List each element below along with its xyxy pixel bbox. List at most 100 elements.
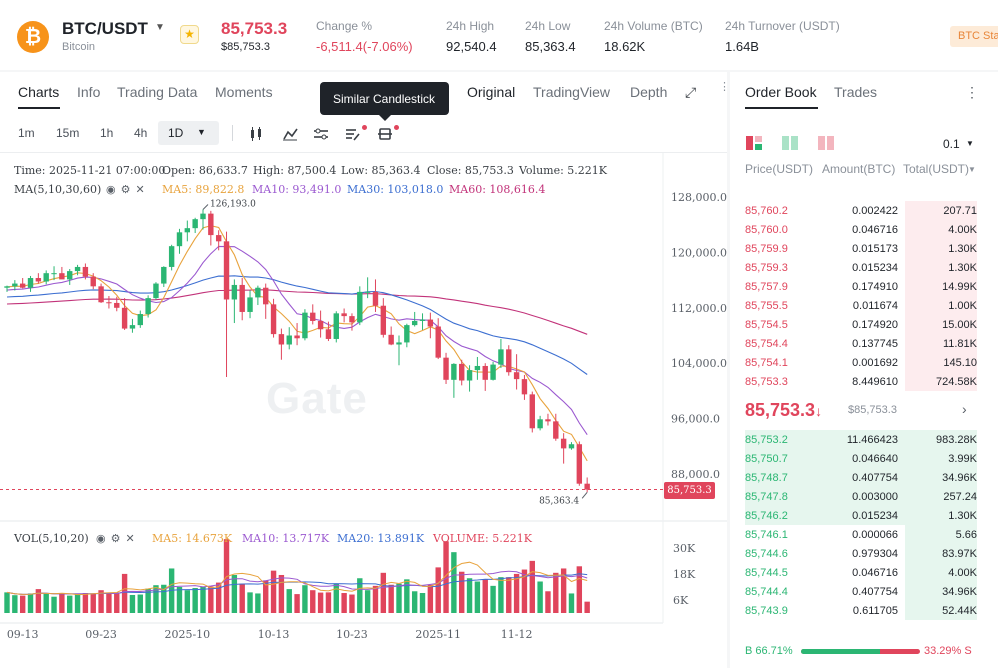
bid-row[interactable]: 85,753.2 11.466423 983.28K <box>745 430 977 449</box>
ob-more-icon[interactable]: ⋮ <box>965 84 979 100</box>
candle-body <box>506 349 512 373</box>
volume-bar <box>545 591 551 613</box>
chevron-down-icon[interactable]: ▼ <box>155 22 165 33</box>
indicator-icon[interactable] <box>283 128 298 141</box>
timeframe-15m[interactable]: 15m <box>56 126 80 140</box>
bid-row[interactable]: 85,744.5 0.046716 4.00K <box>745 563 977 582</box>
candle-body <box>388 334 394 345</box>
ask-row[interactable]: 85,759.9 0.015173 1.30K <box>745 239 977 258</box>
ask-row[interactable]: 85,754.5 0.174920 15.00K <box>745 315 977 334</box>
bid-row[interactable]: 85,744.4 0.407754 34.96K <box>745 582 977 601</box>
price-axis-label: 120,000.0 <box>671 246 727 259</box>
volume-bar <box>208 586 214 613</box>
candle-body <box>490 364 496 380</box>
volume-bar <box>19 595 26 613</box>
candle-body <box>325 329 332 339</box>
bid-row[interactable]: 85,750.7 0.046640 3.99K <box>745 449 977 468</box>
bid-row[interactable]: 85,743.9 0.611705 52.44K <box>745 601 977 620</box>
depth-bar <box>905 258 977 277</box>
ask-row[interactable]: 85,760.0 0.046716 4.00K <box>745 220 977 239</box>
ask-row[interactable]: 85,757.9 0.174910 14.99K <box>745 277 977 296</box>
settings-sliders-icon[interactable] <box>314 128 328 140</box>
candle-body <box>349 316 355 323</box>
candle-body <box>19 283 26 288</box>
fullscreen-icon[interactable]: ⤢ <box>685 84 697 100</box>
price-axis-label: 96,000.0 <box>671 413 720 426</box>
tab-trades[interactable]: Trades <box>834 84 878 100</box>
tab-original[interactable]: Original <box>467 84 516 100</box>
ask-price: 85,754.1 <box>745 357 788 369</box>
vol-volume-value: VOLUME: 5.221K <box>433 532 532 545</box>
candlestick-chart[interactable]: 128,000.0 120,000.0 112,000.0 104,000.0 96,0… <box>0 153 727 643</box>
btc-stats-badge[interactable]: BTC Sta <box>950 26 998 47</box>
ask-row[interactable]: 85,759.3 0.015234 1.30K <box>745 258 977 277</box>
bid-total: 34.96K <box>942 472 977 484</box>
bid-amount: 0.000066 <box>852 529 898 541</box>
vol-visibility-icons[interactable]: ◉⚙✕ <box>96 533 140 545</box>
x-axis-label: 2025-10 <box>164 628 210 641</box>
info-open: Open: 86,633.7 <box>162 164 248 177</box>
drawing-tools-icon[interactable] <box>346 129 360 141</box>
bitcoin-icon: ₿ <box>17 21 49 53</box>
asks-view-icon[interactable] <box>818 136 834 150</box>
star-icon[interactable]: ★ <box>180 25 199 44</box>
high-value: 92,540.4 <box>446 39 497 54</box>
bid-total: 1.30K <box>948 510 977 522</box>
ask-price: 85,759.9 <box>745 243 788 255</box>
precision-chevron-icon[interactable]: ▼ <box>966 139 974 148</box>
more-icon[interactable]: ⋮ <box>719 81 730 93</box>
bid-row[interactable]: 85,747.8 0.003000 257.24 <box>745 487 977 506</box>
candle-body <box>482 365 488 380</box>
ask-row[interactable]: 85,754.1 0.001692 145.10 <box>745 353 977 372</box>
tab-order-book[interactable]: Order Book <box>745 84 817 100</box>
bid-amount: 0.046716 <box>852 567 898 579</box>
tab-underline <box>18 107 60 109</box>
volume-bar <box>129 594 136 613</box>
candle-body <box>513 372 520 380</box>
timeframe-1d[interactable]: 1D <box>168 126 184 140</box>
volume-bar <box>537 581 543 613</box>
bids-view-icon[interactable] <box>782 136 798 150</box>
candle-type-icon[interactable] <box>251 127 261 141</box>
ma-visibility-icons[interactable]: ◉⚙✕ <box>106 184 150 196</box>
candle-body <box>411 320 418 326</box>
similar-candlestick-icon[interactable] <box>378 128 392 140</box>
ask-row[interactable]: 85,754.4 0.137745 11.81K <box>745 334 977 353</box>
chevron-right-icon[interactable]: › <box>962 401 967 417</box>
total-chevron-icon[interactable]: ▼ <box>968 165 976 174</box>
ask-row[interactable]: 85,753.3 8.449610 724.58K <box>745 372 977 391</box>
precision-select[interactable]: 0.1 <box>943 137 960 151</box>
bid-row[interactable]: 85,746.1 0.000066 5.66 <box>745 525 977 544</box>
bid-price: 85,744.5 <box>745 567 788 579</box>
bid-price: 85,743.9 <box>745 605 788 617</box>
pair-title[interactable]: BTC/USDT <box>62 19 148 38</box>
candle-body <box>560 438 567 449</box>
tab-trading-data[interactable]: Trading Data <box>117 84 198 100</box>
tab-depth[interactable]: Depth <box>630 84 668 100</box>
candle-body <box>443 357 449 380</box>
down-arrow-icon: ↓ <box>815 403 823 419</box>
depth-bar <box>745 449 977 468</box>
candle-body <box>419 319 426 321</box>
both-sides-view-icon[interactable] <box>746 136 762 150</box>
candle-body <box>145 298 151 315</box>
tab-tradingview[interactable]: TradingView <box>533 84 611 100</box>
candle-body <box>12 283 18 287</box>
bid-price: 85,744.4 <box>745 586 788 598</box>
tab-info[interactable]: Info <box>77 84 101 100</box>
bid-row[interactable]: 85,748.7 0.407754 34.96K <box>745 468 977 487</box>
candle-body <box>498 349 504 365</box>
tab-moments[interactable]: Moments <box>215 84 273 100</box>
bid-row[interactable]: 85,746.2 0.015234 1.30K <box>745 506 977 525</box>
candle-body <box>4 286 10 288</box>
timeframe-4h[interactable]: 4h <box>134 126 148 140</box>
ask-row[interactable]: 85,760.2 0.002422 207.71 <box>745 201 977 220</box>
timeframe-1h[interactable]: 1h <box>100 126 114 140</box>
bid-row[interactable]: 85,744.6 0.979304 83.97K <box>745 544 977 563</box>
ask-row[interactable]: 85,755.5 0.011674 1.00K <box>745 296 977 315</box>
timeframe-chevron-icon[interactable]: ▼ <box>197 127 206 137</box>
tab-charts[interactable]: Charts <box>18 84 60 100</box>
timeframe-1m[interactable]: 1m <box>18 126 35 140</box>
candle-body <box>121 307 128 329</box>
candle-body <box>286 335 292 345</box>
